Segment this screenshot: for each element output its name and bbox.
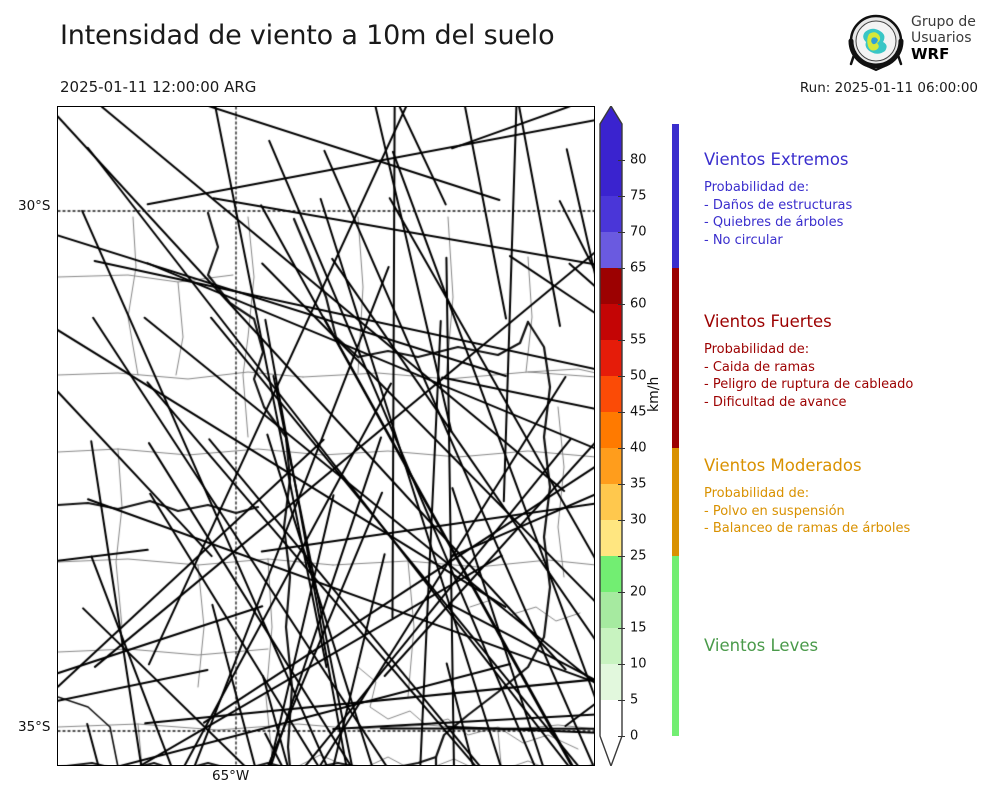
legend-category-line: - Caida de ramas [704, 359, 815, 375]
logo-line-2: Usuarios [911, 30, 972, 46]
legend-category-line: Probabilidad de: [704, 180, 810, 195]
legend-category: Vientos Moderados Probabilidad de: - Polvo… [704, 456, 992, 538]
globe-emblem-icon [848, 14, 904, 72]
valid-time-label: 2025-01-11 12:00:00 ARG [60, 78, 257, 96]
legend-category: Vientos Leves [704, 636, 992, 665]
page-title: Intensidad de viento a 10m del suelo [60, 20, 555, 51]
legend-category-title: Vientos Moderados [704, 456, 862, 475]
legend-category-line: - Quiebres de árboles [704, 215, 844, 230]
legend-category-title: Vientos Fuertes [704, 312, 832, 331]
run-time-label: Run: 2025-01-11 06:00:00 [799, 80, 978, 96]
colorbar-unit-label: km/h [646, 376, 662, 412]
legend-category-line: - Polvo en suspensión [704, 503, 845, 519]
legend-category-line: - Peligro de ruptura de cableado [704, 377, 914, 392]
legend-category-line: - No circular [704, 232, 783, 248]
lat-label-35s: 35°S [18, 719, 51, 735]
legend-category: Vientos Fuertes Probabilidad de: - Caida d… [704, 312, 992, 411]
wind-map[interactable] [57, 106, 595, 766]
legend-category-line: Probabilidad de: [704, 342, 810, 357]
legend-category-line: - Balanceo de ramas de árboles [704, 521, 911, 536]
map-canvas [58, 107, 594, 765]
colorbar-ticks: 0 5 10 15 20 25 30 35 40 45 50 55 60 65 70 75 80 [618, 106, 666, 766]
logo-line-1: Grupo de [911, 14, 976, 30]
legend-category-line: - Dificultad de avance [704, 394, 847, 410]
legend-category-bar [672, 448, 679, 556]
legend-category-bar [672, 268, 679, 448]
logo-line-3: WRF [911, 45, 950, 63]
legend-category-line: - Daños de estructuras [704, 197, 853, 213]
lon-label-65w: 65°W [212, 768, 250, 784]
legend-category-line: Probabilidad de: [704, 486, 810, 501]
legend-category-bar [672, 124, 679, 268]
logo: Grupo de Usuarios WRF [845, 12, 995, 74]
legend-category-bar [672, 556, 679, 736]
legend-category: Vientos Extremos Probabilidad de: - Daños … [704, 150, 992, 249]
legend-category-title: Vientos Leves [704, 636, 819, 655]
lat-label-30s: 30°S [18, 198, 51, 214]
logo-text: Grupo de Usuarios WRF [911, 14, 995, 62]
legend-panel: Vientos Extremos Probabilidad de: - Daños … [672, 106, 992, 766]
legend-category-title: Vientos Extremos [704, 150, 849, 169]
colorbar [599, 106, 623, 766]
